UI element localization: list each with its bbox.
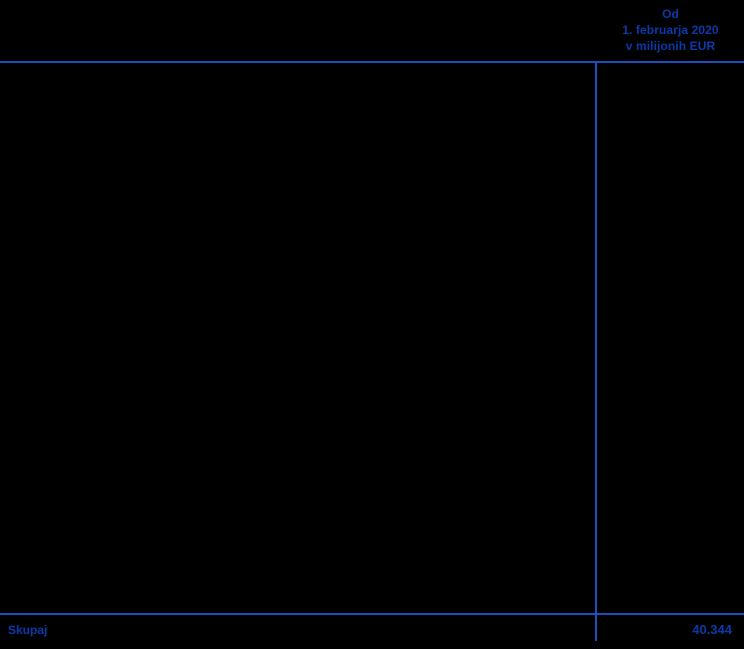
header-bottom-rule (0, 61, 744, 63)
header-line-units: v milijonih EUR (625, 39, 716, 53)
table-header-row: Od 1. februarja 2020 v milijonih EUR (0, 0, 744, 61)
total-row-value: 40.344 (692, 622, 732, 637)
header-label-column-cell (0, 0, 595, 61)
body-label-column-cell (0, 63, 595, 613)
header-line-period-prefix: Od (662, 7, 679, 21)
table-total-row: Skupaj 40.344 (0, 615, 744, 649)
header-value-column-cell: Od 1. februarja 2020 v milijonih EUR (597, 0, 744, 61)
header-line-period-date: 1. februarja 2020 (622, 23, 719, 37)
table-body (0, 63, 744, 613)
total-row-column-divider-rule (595, 615, 597, 641)
total-row-top-rule (0, 613, 744, 615)
column-divider-rule (595, 61, 597, 614)
total-row-label: Skupaj (8, 623, 48, 637)
body-value-column-cell (597, 63, 744, 613)
